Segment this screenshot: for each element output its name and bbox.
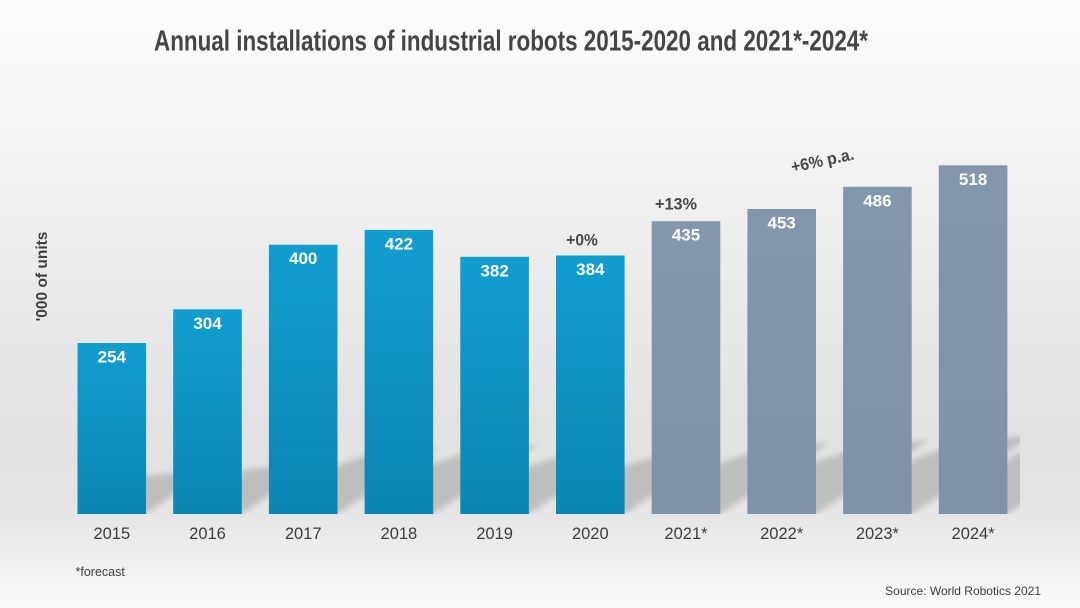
svg-text:422: 422: [385, 234, 413, 253]
svg-text:382: 382: [480, 261, 508, 280]
svg-text:*forecast: *forecast: [76, 565, 126, 579]
svg-text:384: 384: [576, 260, 605, 279]
svg-text:2023*: 2023*: [856, 525, 900, 543]
svg-text:+13%: +13%: [655, 194, 697, 213]
svg-text:2021*: 2021*: [664, 525, 708, 543]
svg-text:400: 400: [289, 249, 317, 268]
svg-text:254: 254: [98, 348, 127, 367]
svg-text:Source: World Robotics 2021: Source: World Robotics 2021: [885, 584, 1041, 598]
svg-text:2019: 2019: [476, 525, 513, 543]
svg-text:2020: 2020: [572, 525, 609, 543]
svg-text:+0%: +0%: [566, 230, 598, 249]
svg-text:+6% p.a.: +6% p.a.: [789, 145, 856, 177]
svg-text:2024*: 2024*: [952, 525, 996, 543]
svg-text:453: 453: [768, 214, 796, 233]
svg-text:2017: 2017: [285, 525, 322, 543]
svg-text:2015: 2015: [93, 525, 130, 543]
svg-text:Annual installations of indust: Annual installations of industrial robot…: [154, 26, 869, 58]
svg-text:486: 486: [863, 191, 891, 210]
svg-text:435: 435: [672, 226, 700, 245]
svg-text:2016: 2016: [189, 525, 226, 543]
svg-text:518: 518: [959, 170, 987, 189]
svg-text:2022*: 2022*: [760, 525, 804, 543]
svg-text:304: 304: [193, 314, 222, 333]
svg-text:2018: 2018: [381, 525, 418, 543]
svg-text:'000 of units: '000 of units: [34, 232, 51, 322]
